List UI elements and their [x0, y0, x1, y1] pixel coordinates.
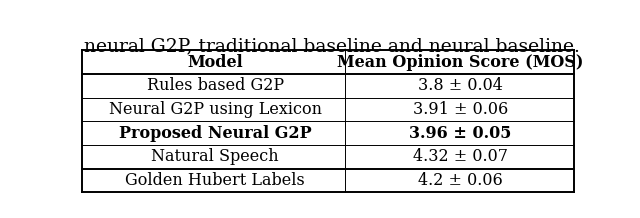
- Text: Golden Hubert Labels: Golden Hubert Labels: [125, 172, 305, 189]
- Text: Mean Opinion Score (MOS): Mean Opinion Score (MOS): [337, 54, 584, 71]
- Text: Neural G2P using Lexicon: Neural G2P using Lexicon: [109, 101, 322, 118]
- Text: 4.32 ± 0.07: 4.32 ± 0.07: [413, 148, 508, 165]
- Text: neural G2P, traditional baseline and neural baseline.: neural G2P, traditional baseline and neu…: [84, 37, 580, 55]
- Text: 3.91 ± 0.06: 3.91 ± 0.06: [413, 101, 508, 118]
- Text: Proposed Neural G2P: Proposed Neural G2P: [119, 125, 312, 142]
- Text: Natural Speech: Natural Speech: [151, 148, 279, 165]
- Text: Rules based G2P: Rules based G2P: [147, 77, 284, 94]
- Text: 3.8 ± 0.04: 3.8 ± 0.04: [419, 77, 503, 94]
- Text: 3.96 ± 0.05: 3.96 ± 0.05: [410, 125, 512, 142]
- Text: 4.2 ± 0.06: 4.2 ± 0.06: [419, 172, 503, 189]
- Text: Model: Model: [188, 54, 243, 71]
